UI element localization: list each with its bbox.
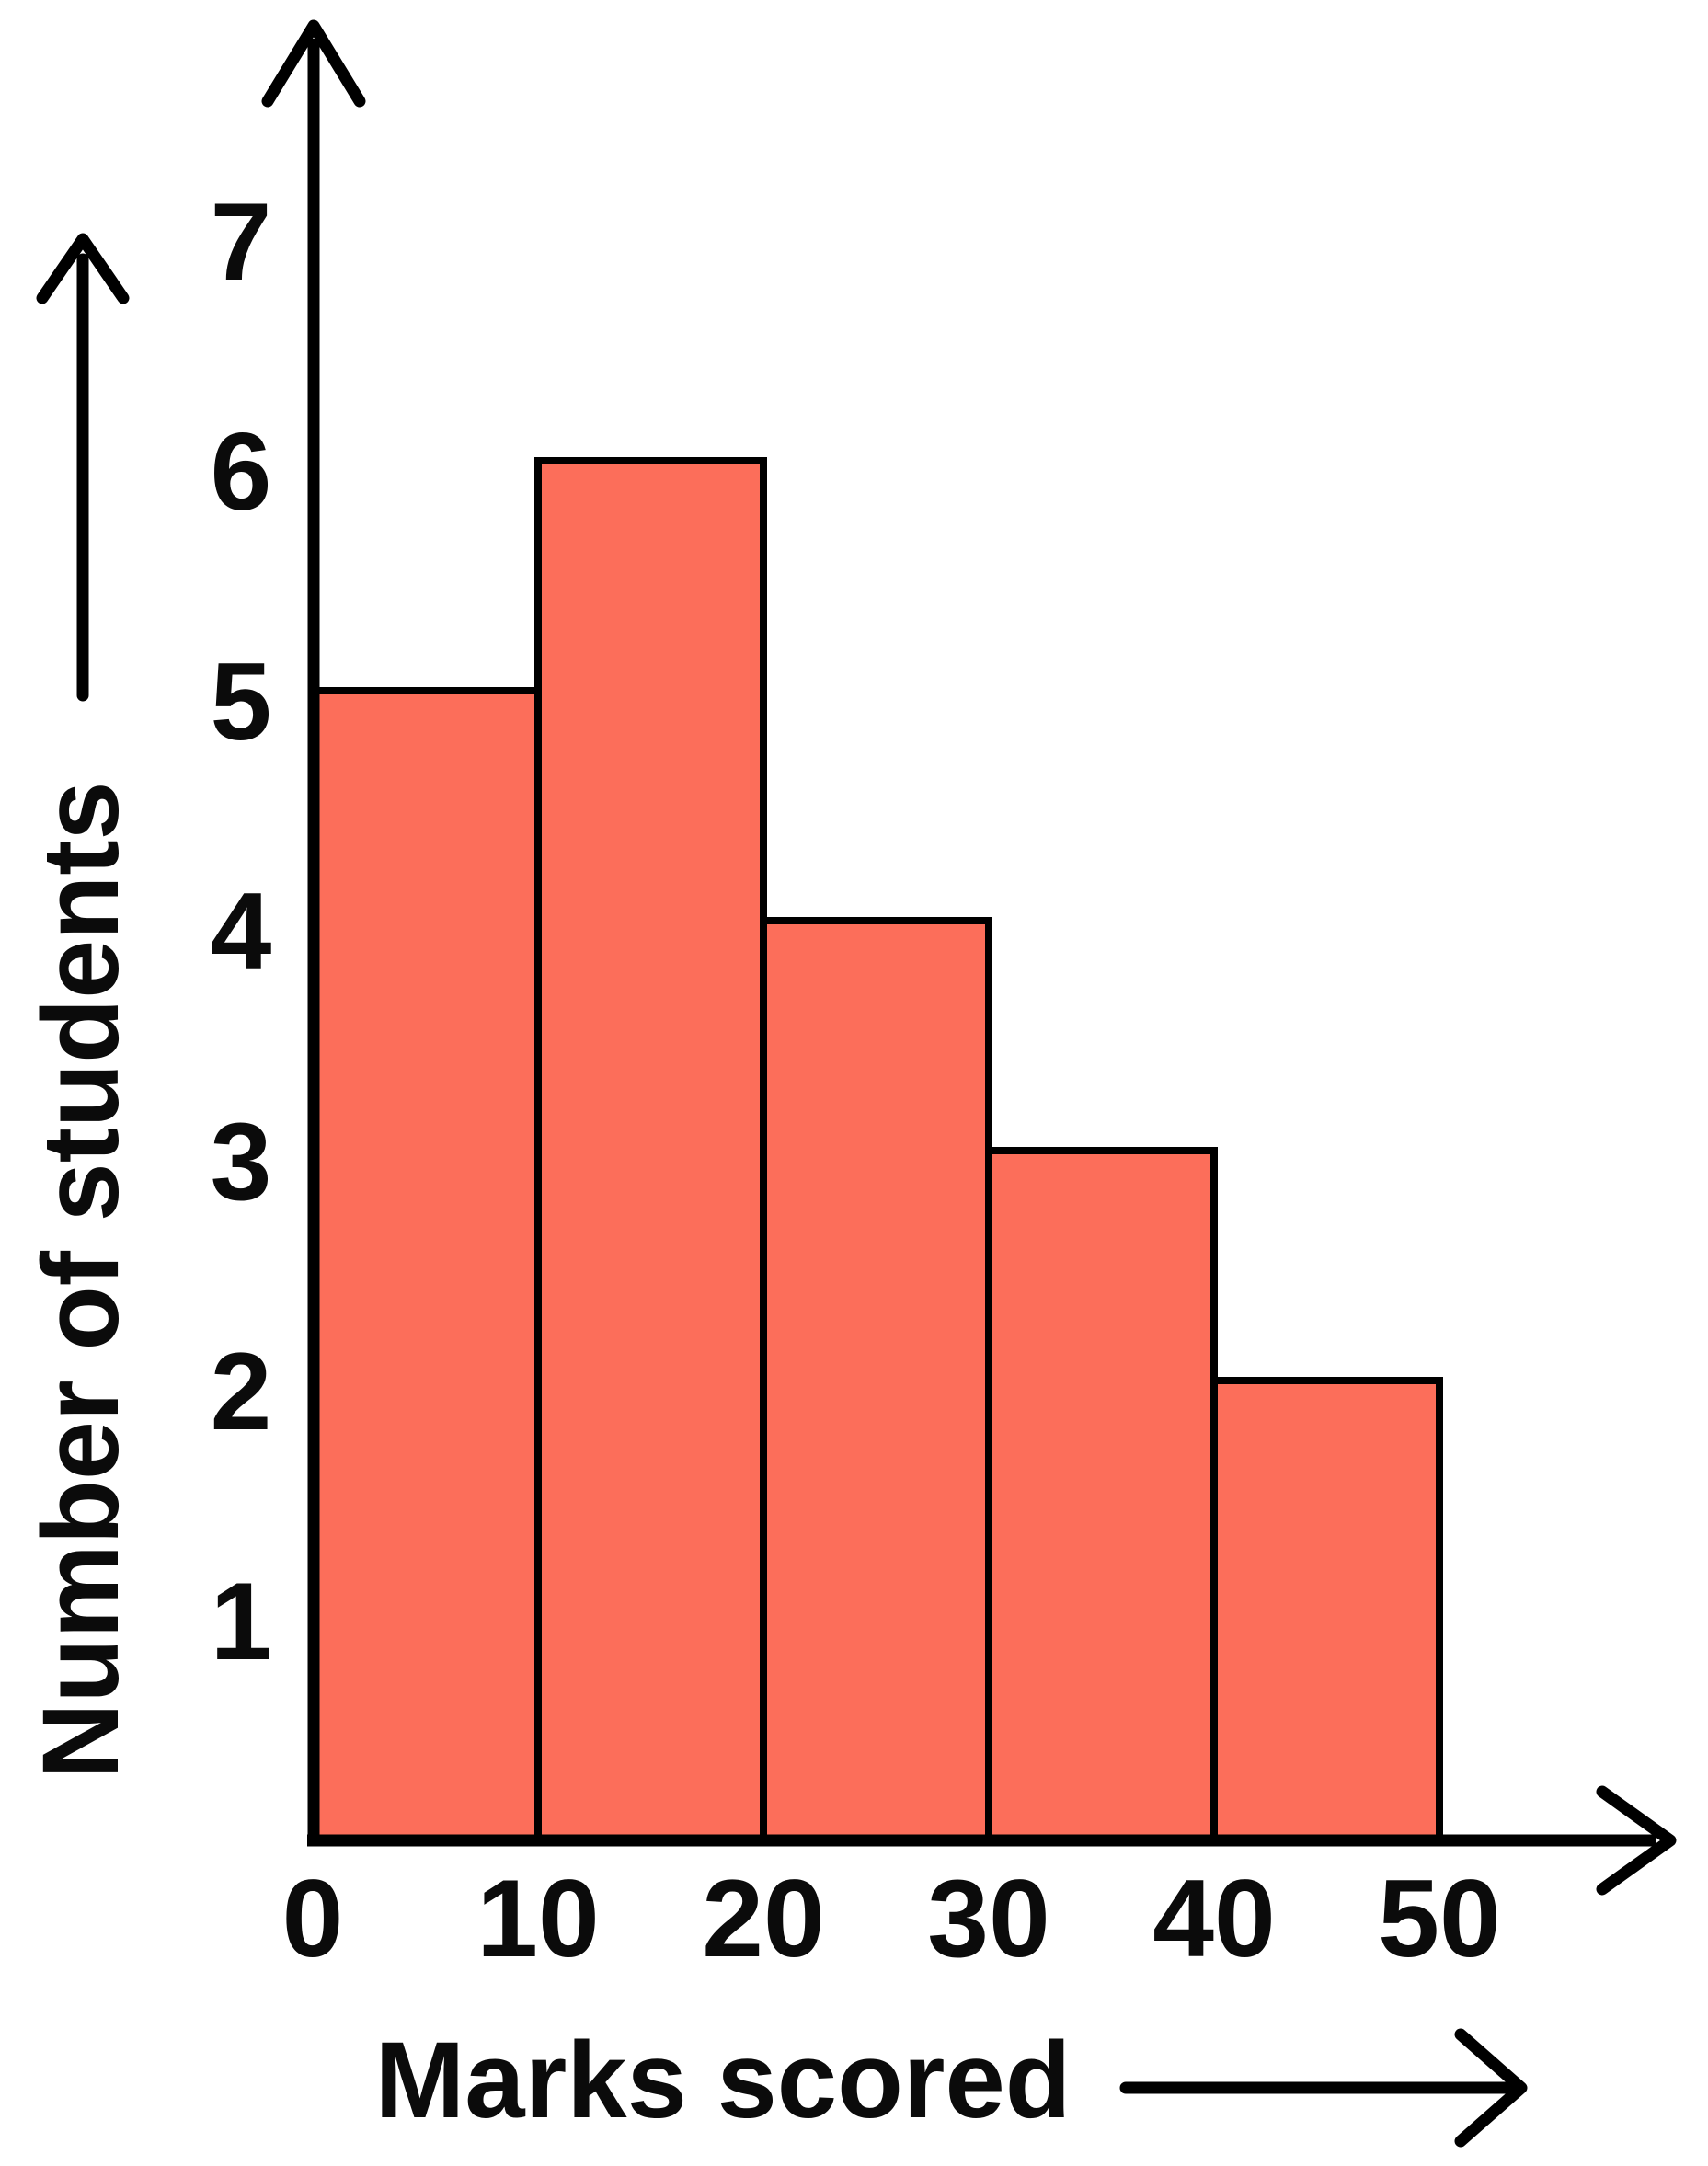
histogram-bar (985, 1147, 1218, 1844)
histogram-bar (1210, 1377, 1443, 1844)
x-axis-arrowhead-icon (1596, 1785, 1677, 1896)
y-tick-label: 4 (211, 870, 272, 993)
y-tick-label: 1 (211, 1560, 272, 1683)
ylabel-arrow-icon (36, 233, 130, 702)
bars-group (309, 457, 1443, 1844)
x-tick-label: 30 (927, 1857, 1049, 1980)
y-tick-label: 2 (211, 1330, 272, 1453)
histogram-bar (534, 457, 767, 1844)
x-tick-label: 40 (1152, 1857, 1275, 1980)
y-tick-label: 6 (211, 410, 272, 533)
x-tick-label: 20 (702, 1857, 824, 1980)
y-axis-title: Number of students (20, 782, 142, 1780)
y-tick-label: 7 (211, 180, 272, 304)
x-axis-title: Marks scored (375, 2020, 1072, 2141)
histogram-bar (760, 917, 992, 1844)
x-tick-label: 0 (282, 1857, 344, 1980)
histogram-bar (309, 687, 542, 1844)
x-tick-labels: 0 10 20 30 40 50 (282, 1857, 1501, 1980)
xlabel-arrow-icon (1119, 2028, 1528, 2148)
y-tick-label: 5 (211, 640, 272, 763)
y-tick-label: 3 (211, 1100, 272, 1223)
y-tick-labels: 1 2 3 4 5 6 7 (211, 180, 272, 1683)
y-axis-arrowhead-icon (261, 19, 366, 108)
x-tick-label: 10 (476, 1857, 599, 1980)
x-tick-label: 50 (1378, 1857, 1500, 1980)
